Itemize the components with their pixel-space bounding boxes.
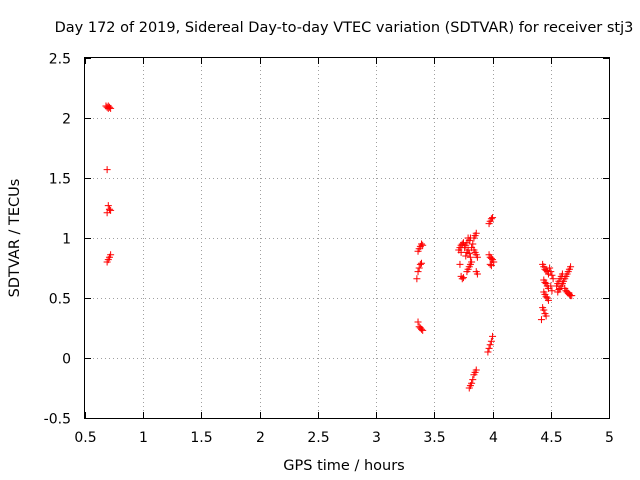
data-point — [487, 262, 495, 270]
data-point — [489, 214, 497, 222]
x-tick-label: 3 — [372, 430, 381, 446]
data-point — [458, 275, 466, 283]
data-point — [546, 264, 554, 272]
chart-title: Day 172 of 2019, Sidereal Day-to-day VTE… — [55, 20, 634, 36]
data-point — [103, 209, 111, 217]
data-point — [485, 344, 493, 352]
x-tick-label: 1 — [139, 430, 148, 446]
x-tick-label: 2.5 — [307, 430, 329, 446]
data-point — [542, 293, 550, 301]
data-point — [459, 274, 467, 282]
data-point — [414, 268, 422, 276]
data-point — [555, 286, 563, 294]
y-tick-label: 1.5 — [49, 172, 71, 188]
data-point — [473, 270, 481, 278]
data-point — [413, 275, 421, 283]
data-point — [416, 260, 424, 268]
data-point — [465, 250, 473, 258]
x-tick-label: 2 — [256, 430, 265, 446]
data-point — [418, 240, 426, 248]
data-point — [415, 264, 423, 272]
data-point — [414, 318, 422, 326]
data-point — [105, 103, 113, 111]
y-tick-label: 0.5 — [49, 292, 71, 308]
x-tick-label: 4.5 — [540, 430, 562, 446]
data-point — [548, 287, 556, 295]
x-tick-label: 4 — [489, 430, 498, 446]
data-point — [489, 332, 497, 340]
data-point — [472, 229, 480, 237]
data-point — [540, 306, 548, 314]
data-point — [103, 166, 111, 174]
y-tick-label: 2.5 — [49, 52, 71, 68]
data-point — [107, 251, 115, 259]
data-point — [487, 337, 495, 345]
data-point — [468, 379, 476, 387]
data-point — [484, 348, 492, 356]
data-point — [549, 275, 557, 283]
data-point — [544, 296, 552, 304]
data-point — [486, 260, 494, 268]
data-point — [466, 253, 474, 261]
data-point — [469, 376, 477, 384]
y-tick-label: 1 — [62, 232, 71, 248]
x-tick-label: 5 — [605, 430, 614, 446]
data-point — [473, 253, 481, 261]
data-point — [486, 341, 494, 349]
x-tick-label: 0.5 — [74, 430, 96, 446]
data-point — [548, 271, 556, 279]
data-point — [472, 366, 480, 374]
data-point — [542, 312, 550, 320]
data-point — [418, 325, 426, 333]
data-point — [418, 259, 426, 267]
y-tick-labels: -0.5 0 0.5 1 1.5 2 2.5 — [44, 52, 71, 428]
data-point — [541, 278, 549, 286]
data-point — [105, 205, 113, 213]
x-axis-label: GPS time / hours — [283, 458, 404, 474]
data-point — [567, 263, 575, 271]
data-point — [568, 292, 576, 300]
data-point — [537, 316, 545, 324]
data-point — [104, 202, 112, 210]
x-tick-labels: 0.5 1 1.5 2 2.5 3 3.5 4 4.5 5 — [74, 430, 614, 446]
x-tick-label: 1.5 — [190, 430, 212, 446]
data-point — [487, 254, 495, 262]
data-point — [468, 258, 476, 266]
axis-ticks — [85, 58, 610, 419]
y-tick-label: 0 — [62, 352, 71, 368]
data-point — [469, 240, 477, 248]
grid — [85, 58, 609, 418]
plot-frame — [84, 57, 610, 419]
y-axis-label: SDTVAR / TECUs — [7, 179, 23, 298]
data-point — [104, 104, 112, 112]
y-tick-label: -0.5 — [44, 412, 71, 428]
data-point — [458, 240, 466, 248]
data-point — [487, 215, 495, 223]
data-point — [456, 260, 464, 268]
data-points — [102, 102, 576, 392]
data-point — [419, 241, 427, 249]
data-point — [419, 326, 427, 334]
y-tick-label: 2 — [62, 112, 71, 128]
x-tick-label: 3.5 — [423, 430, 445, 446]
data-point — [547, 268, 555, 276]
